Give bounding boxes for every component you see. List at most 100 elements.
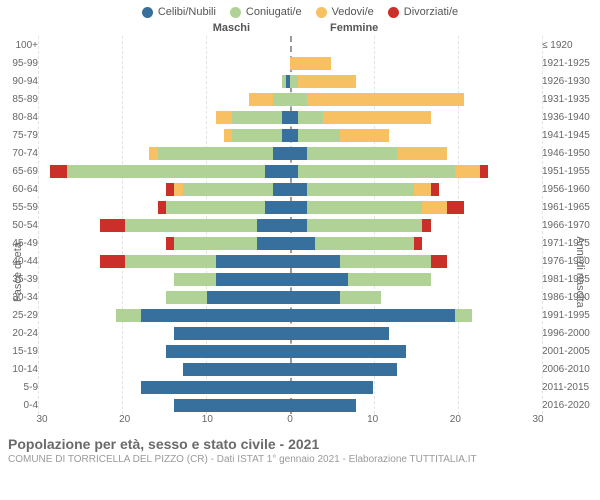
legend-item: Coniugati/e (230, 6, 302, 18)
age-label: 85-89 (0, 94, 42, 105)
birth-year-label: 2016-2020 (538, 400, 600, 411)
bar-segment (447, 201, 464, 214)
male-bar (42, 324, 290, 342)
bar-segment (290, 345, 406, 358)
age-row: 40-441976-1980 (0, 252, 600, 270)
bar-segment (100, 219, 125, 232)
bar-segment (216, 255, 290, 268)
birth-year-label: 1991-1995 (538, 310, 600, 321)
bar-segment (290, 327, 389, 340)
age-row: 50-541966-1970 (0, 216, 600, 234)
bar-segment (307, 219, 423, 232)
bar-segment (414, 237, 422, 250)
male-bar (42, 234, 290, 252)
age-label: 100+ (0, 40, 42, 51)
bar-segment (290, 201, 307, 214)
birth-year-label: 1936-1940 (538, 112, 600, 123)
birth-year-label: 1986-1990 (538, 292, 600, 303)
legend-item: Vedovi/e (316, 6, 374, 18)
legend-label: Divorziati/e (404, 6, 458, 18)
x-tick: 20 (119, 414, 130, 425)
age-row: 15-192001-2005 (0, 342, 600, 360)
male-bar (42, 270, 290, 288)
age-label: 55-59 (0, 202, 42, 213)
age-row: 60-641956-1960 (0, 180, 600, 198)
row-plot (42, 360, 538, 378)
age-row: 10-142006-2010 (0, 360, 600, 378)
bar-segment (290, 399, 356, 412)
female-bar (290, 342, 538, 360)
bar-segment (348, 273, 431, 286)
male-bar (42, 180, 290, 198)
bar-segment (224, 129, 232, 142)
legend-dot-icon (388, 7, 399, 18)
row-plot (42, 324, 538, 342)
bar-segment (67, 165, 265, 178)
bar-segment (290, 363, 397, 376)
bar-segment (282, 111, 290, 124)
y-axis-right-label: Anni di nascita (574, 236, 586, 308)
female-bar (290, 378, 538, 396)
female-bar (290, 288, 538, 306)
bar-segment (455, 165, 480, 178)
bar-segment (116, 309, 141, 322)
female-header: Femmine (290, 22, 542, 34)
female-bar (290, 36, 538, 54)
female-bar (290, 162, 538, 180)
row-plot (42, 54, 538, 72)
female-bar (290, 234, 538, 252)
female-bar (290, 270, 538, 288)
female-bar (290, 90, 538, 108)
bar-segment (125, 219, 257, 232)
bar-segment (141, 381, 290, 394)
pyramid-chart: Fasce di età Anni di nascita 100+≤ 19209… (0, 36, 600, 430)
x-tick: 30 (532, 414, 543, 425)
birth-year-label: 1931-1935 (538, 94, 600, 105)
bar-segment (265, 201, 290, 214)
row-plot (42, 36, 538, 54)
legend-item: Celibi/Nubili (142, 6, 216, 18)
age-row: 100+≤ 1920 (0, 36, 600, 54)
bar-segment (174, 183, 182, 196)
birth-year-label: 1926-1930 (538, 76, 600, 87)
bar-segment (290, 129, 298, 142)
row-plot (42, 378, 538, 396)
bar-segment (340, 255, 431, 268)
birth-year-label: 1971-1975 (538, 238, 600, 249)
bar-segment (265, 165, 290, 178)
bar-segment (166, 237, 174, 250)
age-row: 70-741946-1950 (0, 144, 600, 162)
bar-segment (183, 363, 290, 376)
bar-segment (273, 183, 290, 196)
bar-segment (216, 111, 233, 124)
female-bar (290, 54, 538, 72)
age-label: 75-79 (0, 130, 42, 141)
bar-segment (166, 183, 174, 196)
bar-segment (298, 111, 323, 124)
footer: Popolazione per età, sesso e stato civil… (8, 436, 592, 465)
bar-segment (232, 129, 282, 142)
age-row: 55-591961-1965 (0, 198, 600, 216)
bar-segment (315, 237, 414, 250)
female-bar (290, 126, 538, 144)
age-row: 20-241996-2000 (0, 324, 600, 342)
bar-segment (149, 147, 157, 160)
bar-segment (414, 183, 431, 196)
male-bar (42, 288, 290, 306)
chart-container: Celibi/Nubili Coniugati/e Vedovi/e Divorzia… (0, 0, 600, 500)
age-label: 10-14 (0, 364, 42, 375)
bar-segment (232, 111, 282, 124)
bar-segment (290, 147, 307, 160)
birth-year-label: 1966-1970 (538, 220, 600, 231)
bar-segment (298, 129, 339, 142)
bar-segment (290, 237, 315, 250)
birth-year-label: 2011-2015 (538, 382, 600, 393)
birth-year-label: 1921-1925 (538, 58, 600, 69)
age-row: 35-391981-1985 (0, 270, 600, 288)
bar-segment (174, 237, 257, 250)
bar-segment (290, 57, 331, 70)
birth-year-label: 2001-2005 (538, 346, 600, 357)
male-bar (42, 306, 290, 324)
age-row: 90-941926-1930 (0, 72, 600, 90)
row-plot (42, 108, 538, 126)
